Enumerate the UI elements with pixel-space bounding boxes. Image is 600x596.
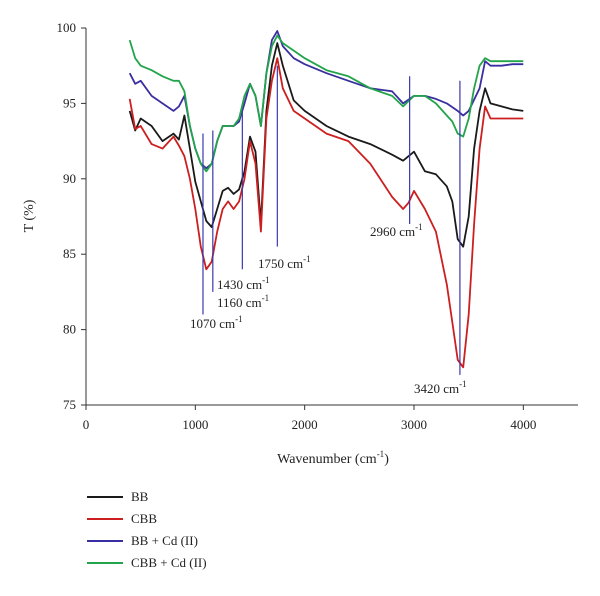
- annotation-label: 1160 cm-1: [217, 293, 269, 310]
- annotation-label: 3420 cm-1: [414, 379, 467, 396]
- legend-label-cbb: CBB: [131, 511, 157, 526]
- x-tick-label: 2000: [292, 417, 318, 432]
- x-tick-label: 0: [83, 417, 90, 432]
- series-line-cbb: [128, 57, 524, 369]
- annotation-label: 1750 cm-1: [258, 254, 311, 271]
- x-tick-label: 1000: [182, 417, 208, 432]
- x-tick-label: 3000: [401, 417, 427, 432]
- legend-label-bb: BB: [131, 489, 149, 504]
- series-line-cbb-cd-ii: [128, 34, 524, 173]
- x-axis-ticks: 0 1000 2000 3000 4000: [83, 405, 536, 432]
- annotation-label: 2960 cm-1: [370, 222, 423, 239]
- legend-label-cbb-cd-ii: CBB + Cd (II): [131, 555, 207, 570]
- y-axis-title: T (%): [22, 199, 37, 232]
- x-tick-label: 4000: [510, 417, 536, 432]
- annotation-lines: [202, 65, 461, 375]
- legend: BB CBB BB + Cd (II) CBB + Cd (II): [87, 489, 207, 570]
- y-tick-label: 80: [63, 322, 76, 337]
- series-group: [128, 30, 524, 369]
- y-tick-label: 95: [63, 95, 76, 110]
- annotation-label: 1070 cm-1: [190, 314, 243, 331]
- y-tick-label: 90: [63, 171, 76, 186]
- legend-label-bb-cd-ii: BB + Cd (II): [131, 533, 198, 548]
- series-line-bb: [128, 42, 524, 248]
- annotation-label: 1430 cm-1: [217, 275, 270, 292]
- series-line-bb-cd-ii: [128, 30, 524, 170]
- y-tick-label: 100: [57, 20, 77, 35]
- y-tick-label: 75: [63, 397, 76, 412]
- y-tick-label: 85: [63, 246, 76, 261]
- x-axis-title: Wavenumber (cm-1): [277, 449, 389, 467]
- y-axis-ticks: 75 80 85 90 95 100: [57, 20, 86, 412]
